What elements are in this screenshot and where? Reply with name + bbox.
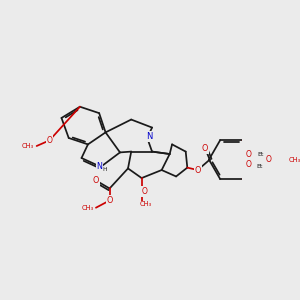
Text: CH₃: CH₃	[22, 143, 34, 149]
Text: O: O	[246, 150, 252, 159]
Text: O: O	[93, 176, 99, 185]
Text: O: O	[201, 144, 208, 153]
Text: Et: Et	[256, 164, 262, 169]
Text: O: O	[46, 136, 52, 145]
Text: O: O	[106, 196, 113, 205]
Text: O: O	[142, 187, 148, 196]
Text: Et: Et	[258, 152, 264, 157]
Text: H: H	[103, 167, 107, 172]
Text: CH₃: CH₃	[289, 157, 300, 163]
Text: O: O	[265, 155, 271, 164]
Text: O: O	[194, 166, 201, 175]
Text: N: N	[146, 132, 152, 141]
Text: O: O	[246, 160, 252, 169]
Text: N: N	[97, 162, 103, 171]
Text: CH₃: CH₃	[81, 205, 94, 211]
Text: CH₃: CH₃	[140, 202, 152, 208]
